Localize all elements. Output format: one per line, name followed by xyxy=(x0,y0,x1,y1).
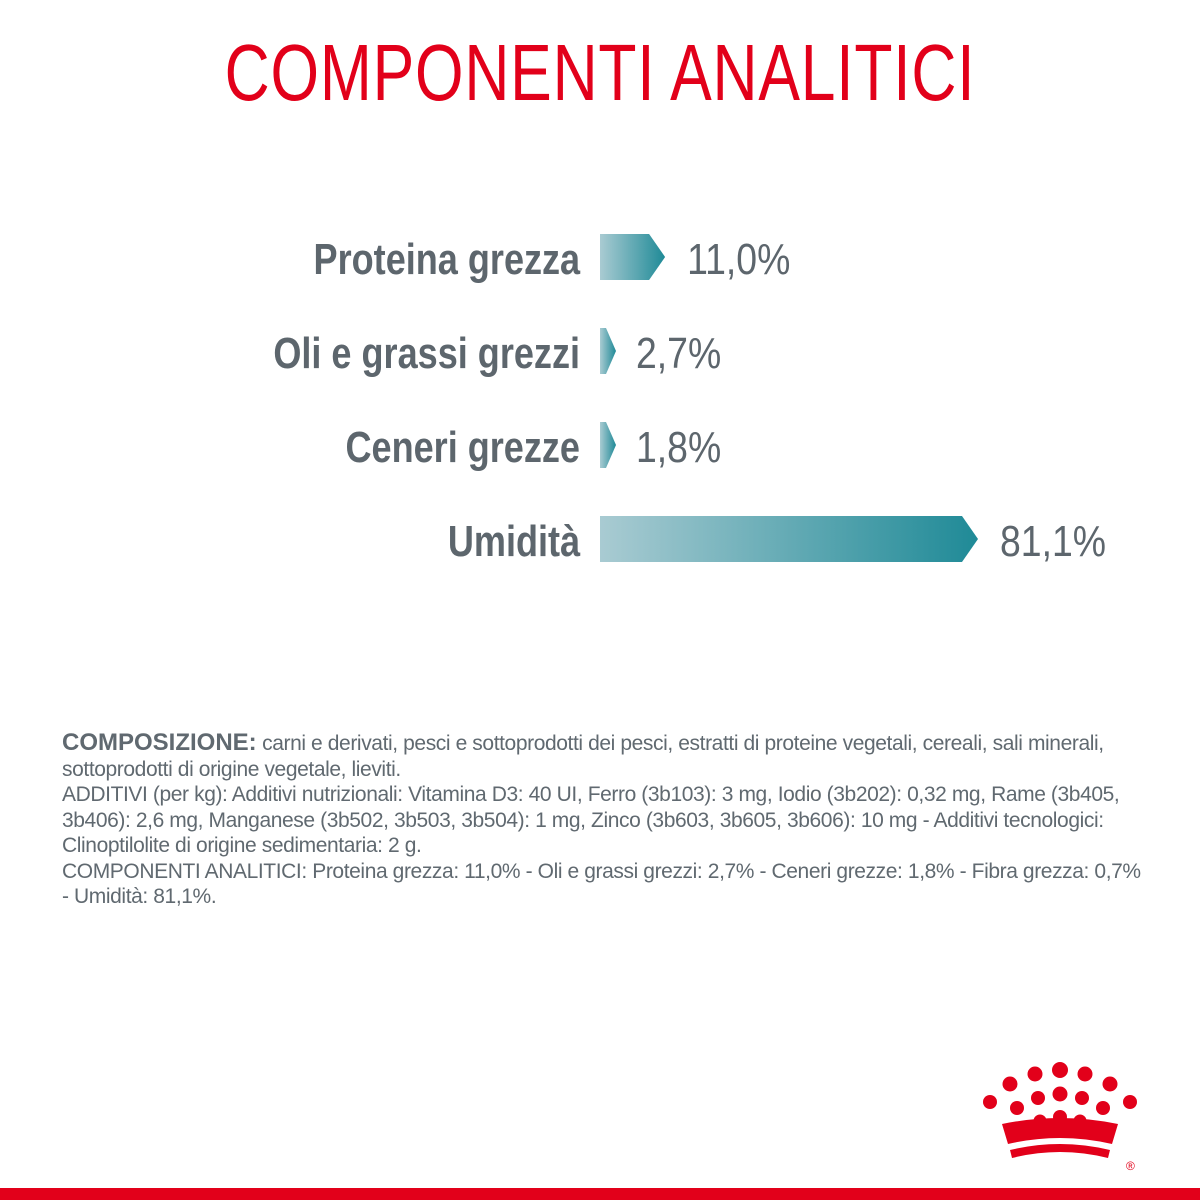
composition-text: COMPOSIZIONE: carni e derivati, pesci e … xyxy=(62,730,1142,910)
composition-lead: COMPOSIZIONE: xyxy=(62,729,257,756)
bottom-brand-bar xyxy=(0,1188,1200,1200)
value-label: 2,7% xyxy=(636,328,721,378)
royal-canin-crown-logo-icon: ® xyxy=(983,1062,1137,1173)
analytical-components-text: COMPONENTI ANALITICI: Proteina grezza: 1… xyxy=(62,859,1141,909)
registered-mark: ® xyxy=(1126,1159,1135,1173)
bar xyxy=(600,328,616,374)
page-title: COMPONENTI ANALITICI xyxy=(224,28,976,117)
value-label: 11,0% xyxy=(687,234,790,284)
value-label: 81,1% xyxy=(1000,516,1106,566)
category-label: Umidità xyxy=(448,517,581,566)
bar xyxy=(600,422,616,468)
category-label: Ceneri grezze xyxy=(345,423,580,472)
category-label: Oli e grassi grezzi xyxy=(273,329,580,378)
bar xyxy=(600,516,978,562)
bar-chart: Proteina grezza 11,0% Oli e grassi grezzi 2… xyxy=(273,234,1106,566)
value-label: 1,8% xyxy=(636,422,721,472)
additives-text: ADDITIVI (per kg): Additivi nutrizionali… xyxy=(62,783,1120,857)
bar xyxy=(600,234,666,280)
category-label: Proteina grezza xyxy=(314,235,581,284)
composition-ingredients: carni e derivati, pesci e sottoprodotti … xyxy=(62,732,1104,781)
